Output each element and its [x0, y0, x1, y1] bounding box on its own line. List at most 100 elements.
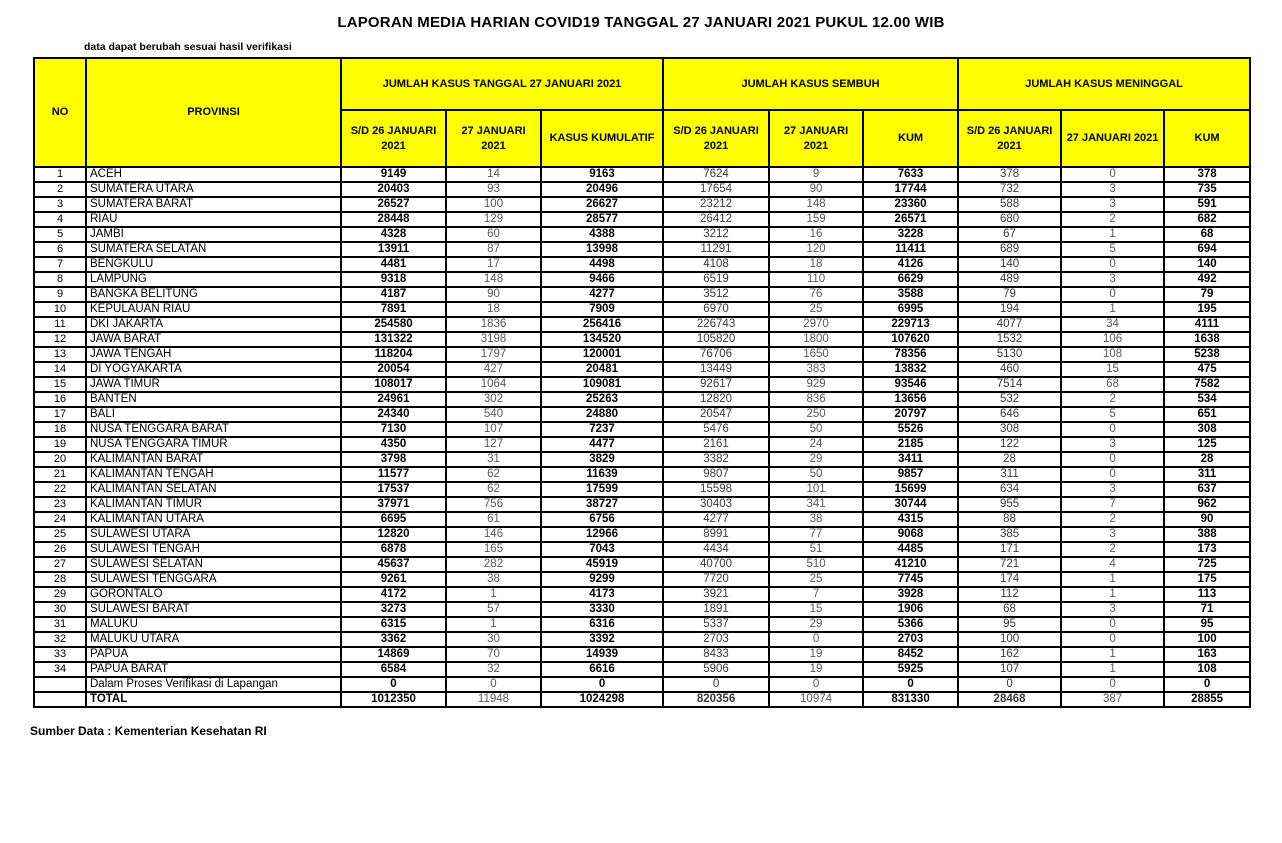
province-cell: SULAWESI TENGAH	[85, 541, 342, 558]
value-cell: 110	[768, 271, 865, 288]
value-cell: 11577	[340, 466, 447, 483]
value-cell: 5476	[662, 421, 771, 438]
value-cell: 12820	[662, 391, 771, 408]
value-cell: 5925	[862, 661, 960, 678]
province-cell: KEPULAUAN RIAU	[85, 301, 342, 318]
value-cell: 9807	[662, 466, 771, 483]
value-cell: 1836	[445, 316, 542, 333]
table-row: 18 NUSA TENGGARA BARAT 7130 107 7237 5476 50 55…	[33, 421, 1252, 438]
value-cell: 140	[957, 256, 1063, 273]
value-cell: 131322	[340, 331, 447, 348]
province-cell: SUMATERA SELATAN	[85, 241, 342, 258]
value-cell: 1906	[862, 601, 960, 618]
covid-report-table: NO PROVINSI JUMLAH KASUS TANGGAL 27 JANU…	[33, 57, 1252, 708]
value-cell: 5	[1060, 241, 1166, 258]
value-cell: 5526	[862, 421, 960, 438]
value-cell: 427	[445, 361, 542, 378]
value-cell: 20481	[539, 361, 665, 378]
value-cell: 831330	[862, 691, 960, 708]
row-number-cell: 24	[33, 511, 87, 528]
value-cell: 2970	[768, 316, 865, 333]
value-cell: 68	[1060, 376, 1166, 393]
province-cell: NUSA TENGGARA BARAT	[85, 421, 342, 438]
value-cell: 532	[957, 391, 1063, 408]
value-cell: 148	[768, 196, 865, 213]
value-cell: 118204	[340, 346, 447, 363]
value-cell: 3362	[340, 631, 447, 648]
row-number-cell: 26	[33, 541, 87, 558]
value-cell: 4172	[340, 586, 447, 603]
value-cell: 24880	[539, 406, 665, 423]
value-cell: 0	[1163, 676, 1252, 693]
value-cell: 79	[957, 286, 1063, 303]
value-cell: 20496	[539, 181, 665, 198]
value-cell: 7891	[340, 301, 447, 318]
value-cell: 0	[1060, 451, 1166, 468]
table-row: 24 KALIMANTAN UTARA 6695 61 6756 4277 38 4315 88…	[33, 511, 1252, 528]
value-cell: 100	[957, 631, 1063, 648]
value-cell: 17599	[539, 481, 665, 498]
value-cell: 1024298	[539, 691, 665, 708]
province-cell: PAPUA BARAT	[85, 661, 342, 678]
value-cell: 107	[445, 421, 542, 438]
row-number-cell: 29	[33, 586, 87, 603]
value-cell: 7582	[1163, 376, 1252, 393]
value-cell: 77	[768, 526, 865, 543]
row-number-cell: 23	[33, 496, 87, 513]
value-cell: 159	[768, 211, 865, 228]
value-cell: 1064	[445, 376, 542, 393]
value-cell: 26571	[862, 211, 960, 228]
value-cell: 3928	[862, 586, 960, 603]
value-cell: 105820	[662, 331, 771, 348]
value-cell: 6995	[862, 301, 960, 318]
value-cell: 1891	[662, 601, 771, 618]
value-cell: 3921	[662, 586, 771, 603]
province-cell: PAPUA	[85, 646, 342, 663]
value-cell: 6519	[662, 271, 771, 288]
column-header-no: NO	[33, 57, 87, 168]
table-row: 9 BANGKA BELITUNG 4187 90 4277 3512 76 3588 79 0 7…	[33, 286, 1252, 303]
province-cell: KALIMANTAN TENGAH	[85, 466, 342, 483]
value-cell: 591	[1163, 196, 1252, 213]
value-cell: 13656	[862, 391, 960, 408]
value-cell: 19	[768, 646, 865, 663]
value-cell: 9318	[340, 271, 447, 288]
value-cell: 735	[1163, 181, 1252, 198]
data-source-label: Sumber Data : Kementerian Kesehatan RI	[30, 724, 267, 738]
value-cell: 0	[768, 631, 865, 648]
province-cell: MALUKU	[85, 616, 342, 633]
value-cell: 0	[1060, 616, 1166, 633]
subheader-kasus-27: 27 JANUARI 2021	[445, 109, 542, 168]
table-row: 33 PAPUA 14869 70 14939 8433 19 8452 162 1 163	[33, 646, 1252, 663]
row-number-cell: 20	[33, 451, 87, 468]
value-cell: 4481	[340, 256, 447, 273]
value-cell: 689	[957, 241, 1063, 258]
value-cell: 38	[768, 511, 865, 528]
value-cell: 0	[1060, 676, 1166, 693]
value-cell: 308	[1163, 421, 1252, 438]
value-cell: 0	[445, 676, 542, 693]
value-cell: 34	[1060, 316, 1166, 333]
value-cell: 0	[1060, 256, 1166, 273]
value-cell: 9261	[340, 571, 447, 588]
row-number-cell: 13	[33, 346, 87, 363]
value-cell: 492	[1163, 271, 1252, 288]
province-cell: SUMATERA BARAT	[85, 196, 342, 213]
value-cell: 2	[1060, 211, 1166, 228]
table-row: 8 LAMPUNG 9318 148 9466 6519 110 6629 489 3 492	[33, 271, 1252, 288]
value-cell: 475	[1163, 361, 1252, 378]
value-cell: 3392	[539, 631, 665, 648]
province-cell: ACEH	[85, 166, 342, 183]
value-cell: 302	[445, 391, 542, 408]
table-row: 13 JAWA TENGAH 118204 1797 120001 76706 1650 78…	[33, 346, 1252, 363]
value-cell: 1	[1060, 586, 1166, 603]
value-cell: 20547	[662, 406, 771, 423]
row-number-cell: 25	[33, 526, 87, 543]
total-row: TOTAL 1012350 11948 1024298 820356 10974 83133…	[33, 691, 1252, 708]
province-cell: JAWA TIMUR	[85, 376, 342, 393]
value-cell: 95	[957, 616, 1063, 633]
value-cell: 460	[957, 361, 1063, 378]
value-cell: 725	[1163, 556, 1252, 573]
value-cell: 125	[1163, 436, 1252, 453]
subheader-kasus-kumulatif: KASUS KUMULATIF	[539, 109, 665, 168]
